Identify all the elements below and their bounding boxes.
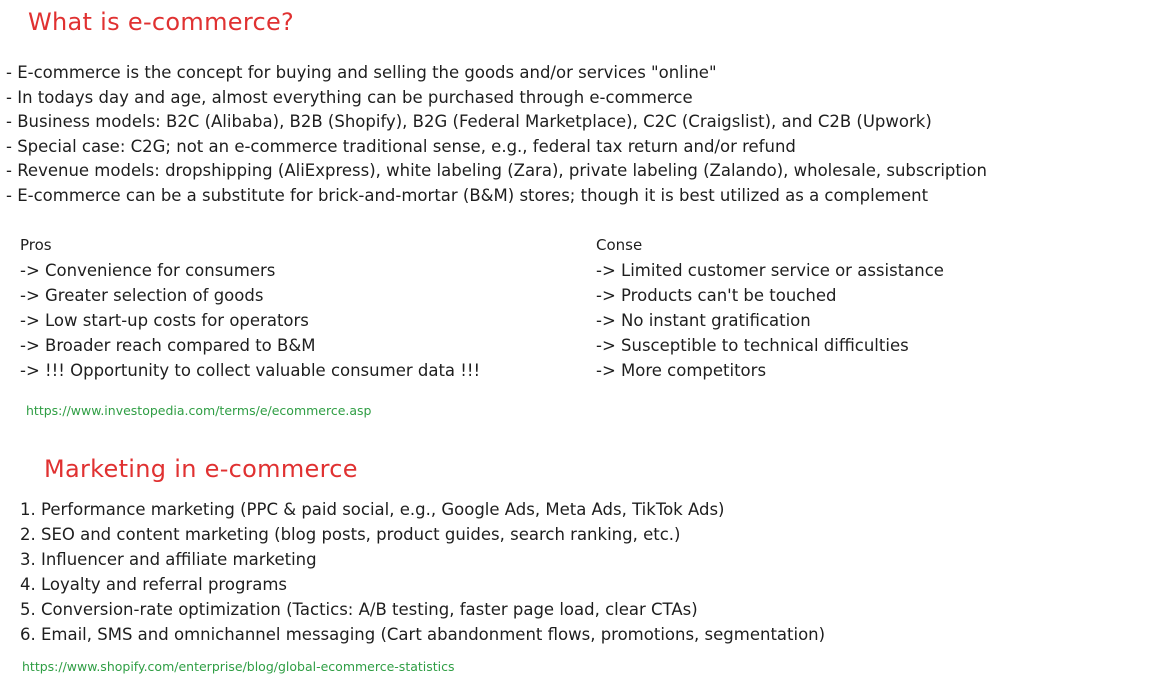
bullet-item: - E-commerce can be a substitute for bri… — [6, 184, 987, 209]
bullet-item: - Special case: C2G; not an e-commerce t… — [6, 135, 987, 160]
bullet-item: - In todays day and age, almost everythi… — [6, 86, 987, 111]
marketing-item: 2. SEO and content marketing (blog posts… — [20, 522, 825, 547]
pros-title: Pros — [20, 233, 480, 258]
pros-list: -> Convenience for consumers -> Greater … — [20, 258, 480, 383]
shopify-source-link[interactable]: https://www.shopify.com/enterprise/blog/… — [22, 659, 455, 674]
pros-item: -> Broader reach compared to B&M — [20, 333, 480, 358]
marketing-item: 5. Conversion-rate optimization (Tactics… — [20, 597, 825, 622]
cons-list: -> Limited customer service or assistanc… — [596, 258, 944, 383]
marketing-numbered-list: 1. Performance marketing (PPC & paid soc… — [20, 497, 825, 647]
section-title-marketing: Marketing in e-commerce — [44, 455, 358, 483]
pros-item: -> Convenience for consumers — [20, 258, 480, 283]
investopedia-source-link[interactable]: https://www.investopedia.com/terms/e/eco… — [26, 403, 372, 418]
bullet-item: - Business models: B2C (Alibaba), B2B (S… — [6, 110, 987, 135]
cons-item: -> No instant gratification — [596, 308, 944, 333]
cons-title: Conse — [596, 233, 944, 258]
cons-item: -> Products can't be touched — [596, 283, 944, 308]
cons-column: Conse -> Limited customer service or ass… — [596, 233, 944, 383]
pros-column: Pros -> Convenience for consumers -> Gre… — [20, 233, 480, 383]
pros-item: -> Greater selection of goods — [20, 283, 480, 308]
marketing-item: 3. Influencer and affiliate marketing — [20, 547, 825, 572]
marketing-item: 6. Email, SMS and omnichannel messaging … — [20, 622, 825, 647]
pros-item: -> Low start-up costs for operators — [20, 308, 480, 333]
cons-item: -> Limited customer service or assistanc… — [596, 258, 944, 283]
bullet-item: - E-commerce is the concept for buying a… — [6, 61, 987, 86]
bullet-item: - Revenue models: dropshipping (AliExpre… — [6, 159, 987, 184]
marketing-item: 1. Performance marketing (PPC & paid soc… — [20, 497, 825, 522]
marketing-item: 4. Loyalty and referral programs — [20, 572, 825, 597]
pros-item: -> !!! Opportunity to collect valuable c… — [20, 358, 480, 383]
cons-item: -> Susceptible to technical difficulties — [596, 333, 944, 358]
definition-bullet-list: - E-commerce is the concept for buying a… — [6, 61, 987, 209]
cons-item: -> More competitors — [596, 358, 944, 383]
section-title-what-is-ecommerce: What is e-commerce? — [28, 8, 294, 36]
